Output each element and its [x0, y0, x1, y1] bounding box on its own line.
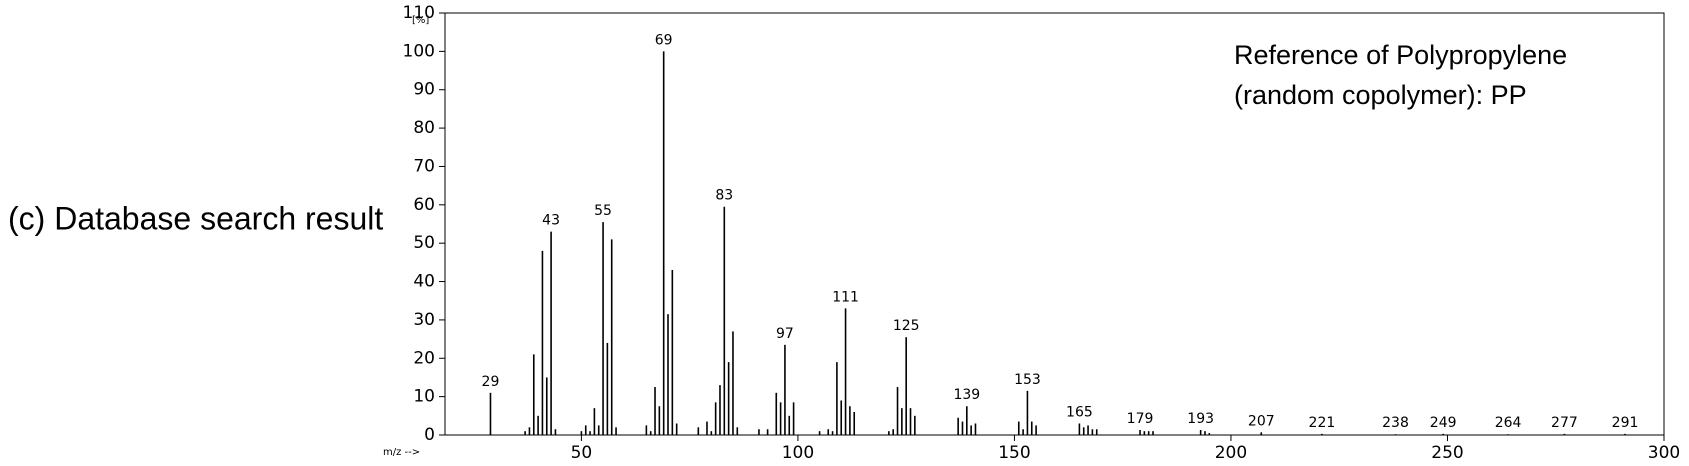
y-tick-label: 50: [413, 233, 435, 253]
peak-label: 193: [1187, 411, 1214, 427]
peak-label: 55: [594, 203, 612, 219]
peak-label: 179: [1127, 411, 1154, 427]
peak-label: 264: [1495, 415, 1522, 431]
x-tick-label: 50: [571, 443, 593, 463]
peak-label: 29: [482, 374, 500, 390]
x-axis-label: m/z -->: [383, 447, 420, 458]
y-tick-label: 100: [403, 41, 435, 61]
y-axis-label: [%]: [412, 15, 429, 26]
annotation: (random copolymer): PP: [1234, 80, 1527, 110]
peak-label: 69: [655, 32, 673, 48]
y-tick-label: 40: [413, 272, 435, 292]
peak-label: 277: [1551, 415, 1578, 431]
peak-label: 83: [715, 188, 733, 204]
x-tick-label: 200: [1215, 443, 1247, 463]
y-tick-label: 60: [413, 195, 435, 215]
y-tick-label: 0: [424, 425, 435, 445]
peak-label: 139: [953, 387, 980, 403]
peak-label: 165: [1066, 404, 1093, 420]
x-tick-label: 150: [998, 443, 1030, 463]
peak-label: 97: [776, 326, 794, 342]
annotation: Reference of Polypropylene: [1234, 40, 1567, 70]
peak-label: 43: [542, 213, 560, 229]
peak-label: 238: [1382, 415, 1409, 431]
caption: (c) Database search result: [8, 200, 383, 236]
peak-label: 249: [1430, 415, 1457, 431]
peak-label: 207: [1248, 413, 1275, 429]
x-tick-label: 250: [1431, 443, 1463, 463]
y-tick-label: 10: [413, 387, 435, 407]
peak-label: 291: [1612, 415, 1639, 431]
peak-label: 111: [832, 289, 859, 305]
peak-label: 221: [1309, 415, 1336, 431]
x-tick-label: 100: [782, 443, 814, 463]
plot-frame: [444, 12, 1665, 436]
peak-label: 125: [893, 318, 920, 334]
x-tick-label: 300: [1648, 443, 1680, 463]
y-tick-label: 30: [413, 310, 435, 330]
y-tick-label: 70: [413, 156, 435, 176]
y-tick-label: 20: [413, 348, 435, 368]
y-tick-label: 90: [413, 80, 435, 100]
y-tick-label: 110: [403, 3, 435, 23]
peak-label: 153: [1014, 372, 1041, 388]
y-tick-label: 80: [413, 118, 435, 138]
